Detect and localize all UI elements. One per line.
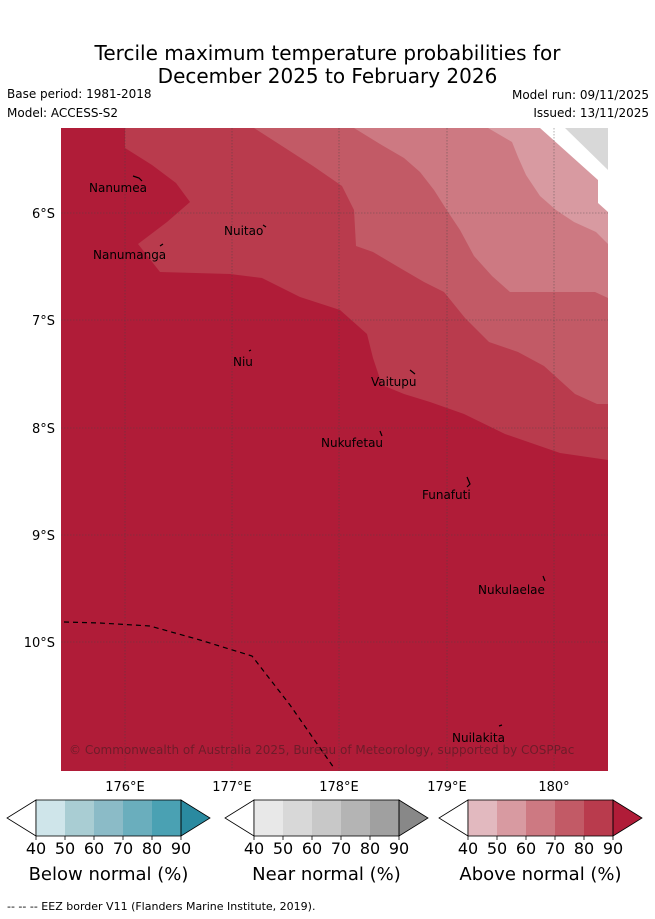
colorbar-tick-label: 40: [26, 839, 46, 858]
title-line-1: Tercile maximum temperature probabilitie…: [94, 41, 561, 65]
colorbar-segment: [123, 800, 152, 836]
colorbar-segment: [36, 800, 65, 836]
colorbar-tick-label: 60: [302, 839, 322, 858]
island-shape: [132, 175, 143, 182]
island-label: Nukulaelae: [478, 583, 545, 597]
colorbar-tick-label: 40: [244, 839, 264, 858]
model-run: Model run: 09/11/2025: [511, 88, 649, 102]
colorbar-segment: [254, 800, 283, 836]
colorbar-tick-label: 90: [171, 839, 191, 858]
colorbar-outline: [253, 799, 400, 837]
colorbars: 40 50 60 70 80 90 Below normal (%) 40 50 60 70 80 90…: [6, 799, 643, 885]
lon-label: 180°: [538, 780, 569, 795]
colorbar-tick-label: 70: [113, 839, 133, 858]
colorbar-tick-label: 50: [55, 839, 75, 858]
lat-label: 6°S: [32, 207, 55, 222]
colorbar-tick-label: 80: [574, 839, 594, 858]
island-label: Vaitupu: [371, 375, 417, 389]
colorbar-tick-label: 90: [603, 839, 623, 858]
colorbar-tick-label: 60: [84, 839, 104, 858]
colorbar-tick-label: 70: [331, 839, 351, 858]
colorbar-above: 40 50 60 70 80 90 Above normal (%): [438, 799, 643, 885]
island-shape: [466, 476, 471, 488]
lat-label: 7°S: [32, 314, 55, 329]
colorbar-near: 40 50 60 70 80 90 Near normal (%): [224, 799, 429, 885]
lat-label: 10°S: [24, 636, 55, 651]
colorbar-segment: [370, 800, 399, 836]
map-title: Tercile maximum temperature probabilitie…: [0, 42, 655, 88]
island-label: Nuitao: [224, 224, 263, 238]
lon-label: 176°E: [105, 780, 145, 795]
colorbar-extend-high: [398, 799, 429, 837]
model-name: Model: ACCESS-S2: [7, 106, 119, 120]
colorbar-tick-label: 50: [273, 839, 293, 858]
colorbar-segment: [65, 800, 94, 836]
title-line-2: December 2025 to February 2026: [157, 64, 498, 88]
probability-map: [61, 128, 608, 771]
colorbar-tick-label: 80: [142, 839, 162, 858]
colorbar-outline: [35, 799, 182, 837]
colorbar-segment: [152, 800, 181, 836]
colorbar-extend-high: [180, 799, 211, 837]
base-period: Base period: 1981-2018: [7, 87, 152, 101]
zone-near-40: [565, 128, 608, 170]
colorbar-segment: [526, 800, 555, 836]
island-shape: [159, 243, 164, 247]
colorbar-tick-label: 90: [389, 839, 409, 858]
lon-label: 178°E: [319, 780, 359, 795]
island-shape: [498, 724, 503, 727]
colorbar-segment: [312, 800, 341, 836]
lon-label: 179°E: [427, 780, 467, 795]
colorbar-below: 40 50 60 70 80 90 Below normal (%): [6, 799, 211, 885]
colorbar-outline: [467, 799, 614, 837]
island-label: Nanumea: [89, 181, 147, 195]
island-labels: Nanumea Nuitao Nanumanga Niu Vaitupu Nuk…: [89, 181, 545, 745]
colorbar-title: Above normal (%): [459, 864, 621, 885]
colorbar-segment: [283, 800, 312, 836]
colorbar-extend-low: [6, 799, 37, 837]
island-shape: [379, 430, 383, 437]
colorbar-title: Near normal (%): [252, 864, 401, 885]
island-label: Niu: [233, 355, 253, 369]
eez-border: [63, 621, 335, 769]
copyright-notice: © Commonwealth of Australia 2025, Bureau…: [69, 743, 574, 757]
island-label: Nuilakita: [452, 731, 505, 745]
graticule: [61, 128, 608, 771]
colorbar-tick-label: 70: [545, 839, 565, 858]
colorbar-segment: [468, 800, 497, 836]
colorbar-tick-label: 50: [487, 839, 507, 858]
island-shapes: [132, 175, 546, 727]
lat-label: 8°S: [32, 422, 55, 437]
colorbar-tick-label: 40: [458, 839, 478, 858]
eez-note: -- -- -- EEZ border V11 (Flanders Marine…: [7, 900, 316, 913]
island-label: Nanumanga: [93, 248, 166, 262]
island-shape: [262, 224, 267, 228]
island-label: Funafuti: [422, 488, 471, 502]
colorbar-title: Below normal (%): [29, 864, 189, 885]
latitude-labels: 6°S 7°S 8°S 9°S 10°S: [24, 207, 55, 651]
longitude-labels: 176°E 177°E 178°E 179°E 180°: [105, 780, 569, 795]
colorbar-extend-low: [438, 799, 469, 837]
colorbar-segment: [94, 800, 123, 836]
lon-label: 177°E: [212, 780, 252, 795]
colorbar-segment: [555, 800, 584, 836]
lat-label: 9°S: [32, 529, 55, 544]
colorbar-segment: [341, 800, 370, 836]
colorbar-extend-low: [224, 799, 255, 837]
colorbar-extend-high: [612, 799, 643, 837]
colorbar-segment: [497, 800, 526, 836]
colorbar-tick-label: 80: [360, 839, 380, 858]
island-label: Nukufetau: [321, 436, 383, 450]
island-shape: [248, 349, 252, 352]
island-shape: [409, 369, 416, 375]
island-shape: [542, 575, 546, 582]
colorbar-tick-label: 60: [516, 839, 536, 858]
issued-date: Issued: 13/11/2025: [533, 106, 649, 120]
colorbar-segment: [584, 800, 613, 836]
